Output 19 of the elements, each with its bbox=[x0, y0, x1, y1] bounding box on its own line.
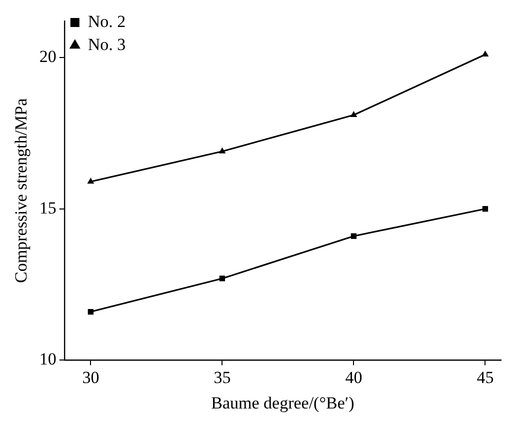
y-axis-title: Compressive strength/MPa bbox=[12, 98, 31, 284]
point bbox=[219, 276, 226, 282]
x-tick-label: 45 bbox=[476, 368, 494, 387]
legend-label: No. 2 bbox=[88, 12, 126, 31]
point bbox=[218, 147, 226, 154]
point bbox=[350, 111, 358, 118]
legend-label: No. 3 bbox=[88, 34, 126, 54]
point bbox=[482, 50, 489, 56]
point bbox=[87, 178, 94, 184]
x-tick-label: 30 bbox=[82, 368, 100, 387]
point bbox=[88, 308, 94, 315]
x-tick-label: 40 bbox=[345, 368, 362, 387]
y-tick-label: 15 bbox=[39, 198, 56, 218]
y-tick-label: 20 bbox=[39, 46, 56, 66]
point bbox=[482, 206, 488, 212]
x-tick-label: 35 bbox=[214, 368, 231, 387]
point bbox=[350, 233, 357, 239]
y-tick-label: 10 bbox=[39, 350, 56, 369]
x-axis-title: Baume degree/(°Be′) bbox=[211, 393, 354, 412]
